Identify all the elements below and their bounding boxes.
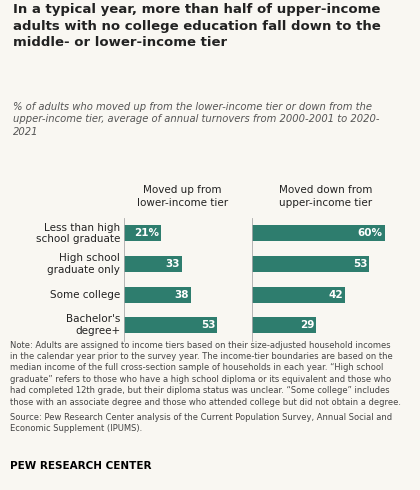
Text: Moved down from
upper-income tier: Moved down from upper-income tier <box>279 185 372 208</box>
Text: Bachelor's
degree+: Bachelor's degree+ <box>66 315 120 336</box>
Text: Moved up from
lower-income tier: Moved up from lower-income tier <box>137 185 228 208</box>
Text: Less than high
school graduate: Less than high school graduate <box>36 222 120 244</box>
Text: % of adults who moved up from the lower-income tier or down from the
upper-incom: % of adults who moved up from the lower-… <box>13 102 379 137</box>
Text: In a typical year, more than half of upper-income
adults with no college educati: In a typical year, more than half of upp… <box>13 3 381 49</box>
Bar <box>252 225 385 242</box>
Bar <box>124 225 161 242</box>
Text: Some college: Some college <box>50 290 120 299</box>
Text: 53: 53 <box>201 320 215 330</box>
Bar <box>252 318 316 333</box>
Text: Note: Adults are assigned to income tiers based on their size-adjusted household: Note: Adults are assigned to income tier… <box>10 341 402 407</box>
Text: 29: 29 <box>300 320 314 330</box>
Text: 53: 53 <box>353 259 367 269</box>
Text: 33: 33 <box>166 259 180 269</box>
Bar <box>124 287 191 303</box>
Text: 60%: 60% <box>358 228 383 238</box>
Bar <box>252 287 345 303</box>
Bar <box>252 256 370 272</box>
Text: 21%: 21% <box>134 228 159 238</box>
Bar <box>124 318 217 333</box>
Text: 38: 38 <box>175 290 189 299</box>
Text: PEW RESEARCH CENTER: PEW RESEARCH CENTER <box>10 461 152 471</box>
Bar <box>124 256 182 272</box>
Text: High school
graduate only: High school graduate only <box>47 253 120 275</box>
Text: Source: Pew Research Center analysis of the Current Population Survey, Annual So: Source: Pew Research Center analysis of … <box>10 413 393 433</box>
Text: 42: 42 <box>328 290 343 299</box>
